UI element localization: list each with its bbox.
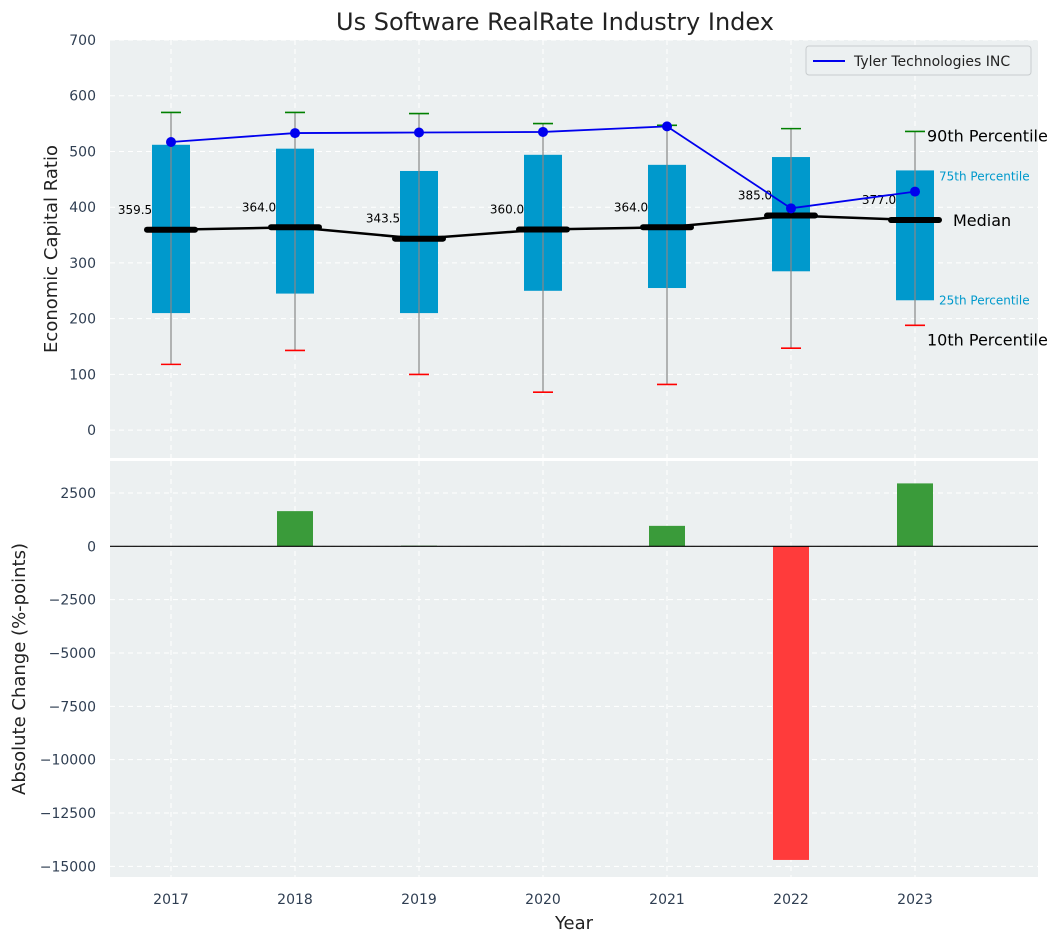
median-line-group: 359.5 364.0 343.5 360.0 364.0 385.0 377.0 [118, 189, 942, 242]
bottom-y-tick-label: −15000 [40, 859, 96, 875]
change-bar-2021 [649, 525, 685, 547]
bottom-y-tick-label: 0 [87, 539, 96, 555]
bottom-y-tick-label: −12500 [40, 806, 96, 822]
legend-box [805, 45, 1032, 76]
series-point [910, 186, 920, 197]
series-point [662, 121, 672, 132]
box-2019 [400, 112, 438, 376]
company-series [166, 121, 920, 214]
x-tick-label: 2021 [649, 892, 685, 908]
top-y-ticks: 0 100 200 300 400 500 600 700 [69, 33, 96, 439]
top-y-tick-label: 400 [69, 200, 96, 216]
x-tick-label: 2018 [277, 892, 313, 908]
bottom-y-tick-label: −5000 [49, 646, 96, 662]
series-point [414, 127, 424, 138]
p10-annotation: 10th Percentile [927, 330, 1048, 349]
median-value-label: 364.0 [614, 200, 648, 214]
bottom-y-tick-label: −10000 [40, 753, 96, 769]
bottom-y-axis-label: Absolute Change (%-points) [9, 543, 30, 795]
series-point [786, 203, 796, 214]
median-value-label: 359.5 [118, 203, 152, 217]
top-plot-background [110, 40, 1038, 458]
x-tick-label: 2019 [401, 892, 437, 908]
series-point [166, 136, 176, 147]
change-bars [277, 483, 933, 860]
p90-annotation: 90th Percentile [927, 126, 1048, 145]
x-tick-label: 2017 [153, 892, 189, 908]
bottom-panel: −15000 −12500 −10000 −7500 −5000 −2500 0 2500 2… [9, 461, 1038, 934]
bottom-y-tick-label: −2500 [49, 593, 96, 609]
median-value-label: 377.0 [862, 193, 896, 207]
box-2020 [524, 122, 562, 394]
top-y-axis-label: Economic Capital Ratio [41, 145, 62, 353]
legend-entry: Tyler Technologies INC [853, 54, 1010, 70]
median-value-label: 360.0 [490, 202, 524, 216]
p75-annotation: 75th Percentile [939, 169, 1030, 183]
median-value-label: 364.0 [242, 200, 276, 214]
top-y-tick-label: 100 [69, 367, 96, 383]
box-2018 [276, 111, 314, 352]
x-tick-label: 2020 [525, 892, 561, 908]
top-panel: 0 100 200 300 400 500 600 700 359.5 364.0 343.5 36… [41, 33, 1048, 458]
bottom-plot-background [110, 461, 1038, 877]
top-y-tick-label: 200 [69, 312, 96, 328]
top-y-tick-label: 500 [69, 144, 96, 160]
change-bar-2022 [773, 546, 809, 860]
bottom-y-tick-label: −7500 [49, 699, 96, 715]
median-value-label: 343.5 [366, 212, 400, 226]
median-value-label: 385.0 [738, 189, 772, 203]
change-bar-2018 [277, 511, 313, 547]
percentile-annotations: 90th Percentile 75th Percentile Median 25th… [927, 126, 1048, 349]
p25-annotation: 25th Percentile [939, 293, 1030, 307]
series-point [538, 126, 548, 137]
series-point [290, 128, 300, 139]
top-y-tick-label: 300 [69, 256, 96, 272]
x-axis-label: Year [554, 913, 594, 934]
top-y-tick-label: 600 [69, 89, 96, 105]
x-tick-label: 2022 [773, 892, 809, 908]
top-y-tick-label: 700 [69, 33, 96, 49]
top-y-tick-label: 0 [87, 423, 96, 439]
change-bar-2023 [897, 483, 933, 547]
chart-title: Us Software RealRate Industry Index [336, 8, 774, 36]
x-tick-label: 2023 [897, 892, 933, 908]
legend: Tyler Technologies INC [805, 45, 1032, 76]
bottom-y-tick-label: 2500 [60, 486, 96, 502]
bottom-y-ticks: −15000 −12500 −10000 −7500 −5000 −2500 0 2500 [40, 486, 96, 875]
x-ticks: 2017 2018 2019 2020 2021 2022 2023 [153, 892, 933, 908]
median-annotation: Median [953, 211, 1011, 230]
